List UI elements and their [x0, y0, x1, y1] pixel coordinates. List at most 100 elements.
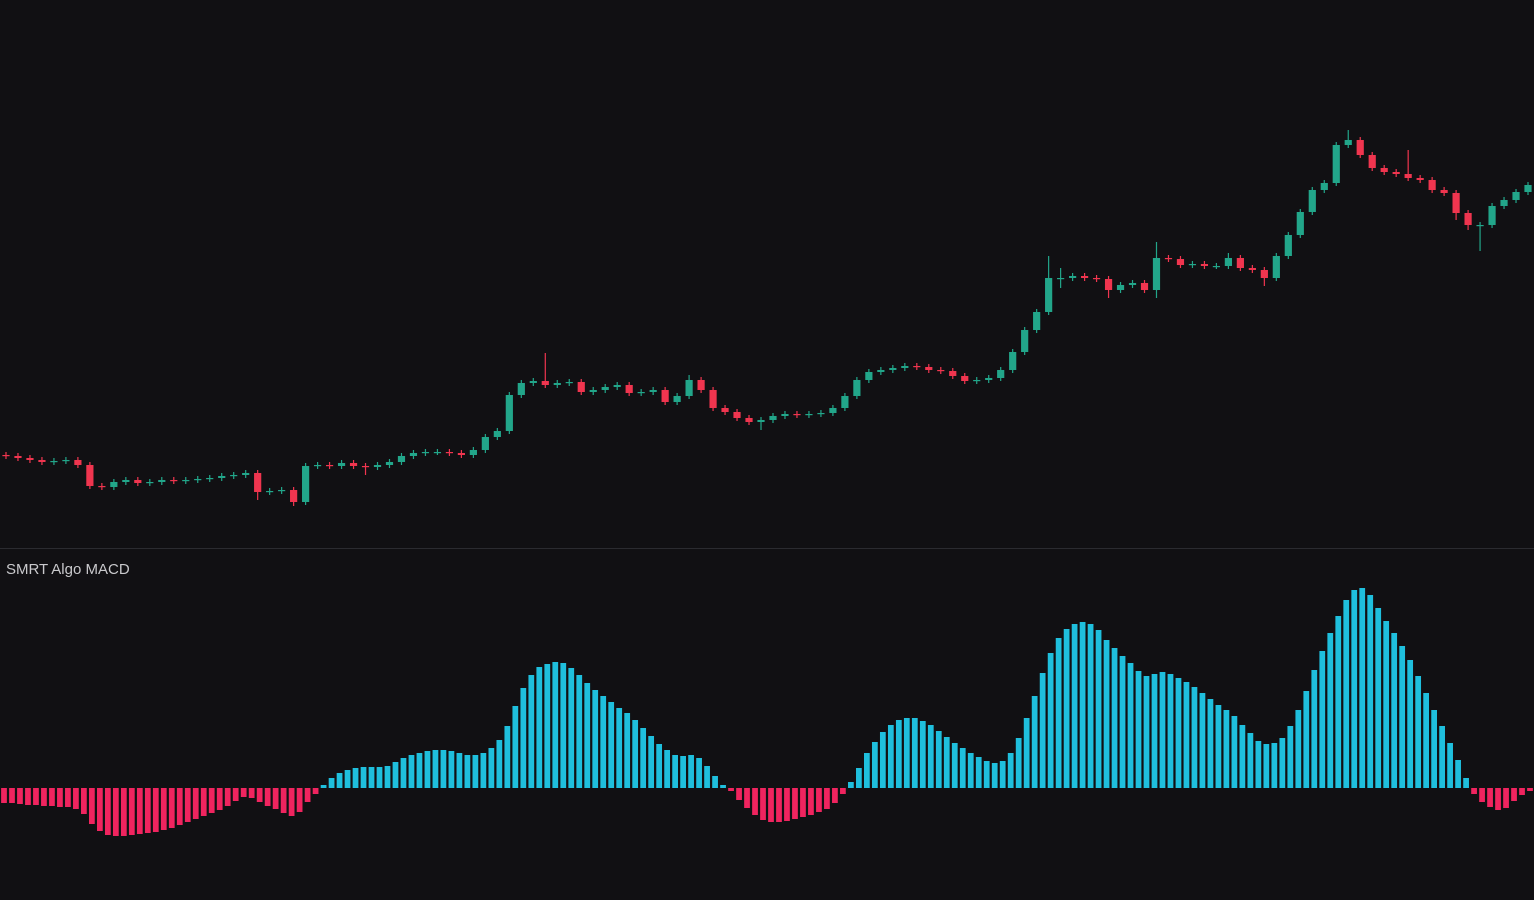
histogram-bar [1351, 590, 1358, 788]
histogram-bar [1175, 678, 1182, 788]
candle-body [901, 366, 909, 368]
histogram-bar [1143, 676, 1150, 788]
histogram-bar [1111, 648, 1118, 788]
candle-body [1045, 278, 1053, 312]
histogram-bar [752, 788, 758, 815]
histogram-bar [1343, 600, 1350, 788]
histogram-bar [1279, 738, 1286, 788]
histogram-bar [895, 720, 902, 788]
histogram-bar [376, 767, 383, 788]
candle-body [721, 408, 729, 412]
candle-body [134, 480, 142, 483]
candle-body [457, 453, 465, 455]
histogram-bar [296, 788, 303, 812]
candle-body [1284, 235, 1292, 256]
candle-body [1236, 258, 1244, 268]
histogram-bar [632, 720, 639, 788]
candle-body [1428, 180, 1436, 190]
histogram-bar [704, 766, 710, 788]
histogram-bar [184, 788, 191, 822]
candle-body [1296, 212, 1304, 235]
histogram-bar [440, 750, 447, 788]
histogram-bar [919, 721, 926, 788]
candle-body [62, 460, 70, 462]
candle-body [349, 463, 358, 466]
candle-body [697, 380, 705, 390]
histogram-bar [624, 713, 631, 788]
histogram-bar [25, 788, 31, 805]
histogram-bar [840, 788, 846, 794]
candle-body [218, 476, 226, 478]
histogram-bar [288, 788, 295, 816]
histogram-bar [736, 788, 742, 800]
histogram-bar [1031, 696, 1038, 788]
histogram-bar [112, 788, 119, 836]
candle-body [865, 372, 873, 380]
histogram-bar [1295, 710, 1302, 788]
candle-body [1488, 206, 1496, 225]
candle-body [1224, 258, 1232, 266]
candle-body [1476, 225, 1484, 227]
histogram-bar [1367, 595, 1374, 788]
histogram-bar [49, 788, 55, 806]
histogram-bar [1263, 744, 1270, 788]
candle-body [1440, 190, 1448, 193]
candle-body [553, 383, 561, 385]
histogram-bar [1015, 738, 1022, 788]
histogram-bar [1287, 726, 1294, 788]
histogram-bar [448, 751, 455, 788]
candle-body [985, 378, 993, 380]
histogram-bar [200, 788, 207, 816]
candle-body [685, 380, 693, 396]
histogram-bar [1159, 672, 1166, 788]
histogram-bar [456, 753, 463, 788]
histogram-bar [272, 788, 279, 809]
histogram-bar [336, 773, 343, 788]
candle-body [361, 466, 370, 468]
histogram-bar [1223, 710, 1230, 788]
candle-body [1452, 193, 1460, 213]
histogram-bar [1071, 624, 1078, 788]
histogram-bar [792, 788, 798, 819]
histogram-bar [568, 668, 575, 788]
histogram-bar [1303, 691, 1310, 788]
candle-body [194, 479, 202, 481]
candle-body [793, 414, 801, 416]
candle-body [1164, 258, 1173, 260]
candle-body [877, 370, 885, 372]
candle-body [98, 486, 106, 488]
histogram-bar [584, 683, 591, 788]
histogram-bar [1055, 638, 1062, 788]
histogram-bar [320, 785, 327, 788]
histogram-bar [816, 788, 822, 812]
histogram-bar [248, 788, 255, 798]
histogram-bar [887, 725, 894, 788]
histogram-bar [1047, 653, 1054, 788]
candle-body [661, 390, 669, 402]
histogram-bar [744, 788, 750, 808]
histogram-bar [392, 762, 399, 788]
histogram-bar [1479, 788, 1485, 802]
histogram-bar [975, 757, 982, 788]
histogram-bar [951, 743, 958, 788]
candle-body [517, 383, 525, 395]
histogram-bar [1527, 788, 1533, 791]
candle-body [26, 458, 34, 460]
histogram-bar [552, 662, 559, 788]
histogram-bar [600, 696, 607, 788]
histogram-bar [903, 718, 910, 788]
candle-body [254, 473, 262, 492]
histogram-bar [512, 706, 519, 788]
candle-body [1260, 270, 1268, 278]
candle-body [1308, 190, 1316, 212]
histogram-bar [664, 750, 671, 788]
histogram-bar [1007, 753, 1014, 788]
candle-body [445, 452, 454, 454]
candle-body [673, 396, 681, 402]
histogram-bar [96, 788, 103, 831]
histogram-bar [488, 748, 495, 788]
candle-body [110, 482, 118, 487]
candle-body [949, 371, 957, 376]
candle-body [1080, 276, 1089, 278]
histogram-bar [832, 788, 838, 803]
